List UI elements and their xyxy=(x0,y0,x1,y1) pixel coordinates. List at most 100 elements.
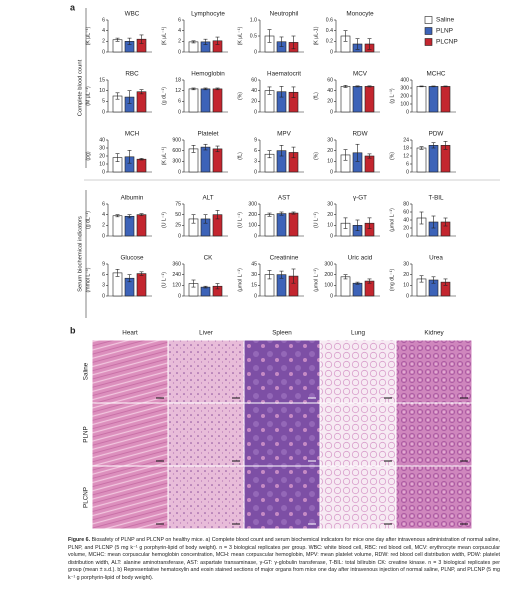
column-label: Spleen xyxy=(272,330,292,337)
histology-image xyxy=(244,340,320,403)
error-bar xyxy=(279,211,284,216)
y-tick-label: 0 xyxy=(254,293,257,299)
error-bar xyxy=(355,281,360,285)
error-bar xyxy=(127,90,132,104)
error-bar xyxy=(203,285,208,289)
y-tick-label: 0 xyxy=(178,49,181,55)
chart-title: MCV xyxy=(353,71,368,78)
y-axis-label: (μmol L⁻¹) xyxy=(237,268,243,292)
y-tick-label: 400 xyxy=(400,77,409,83)
bar xyxy=(188,88,199,113)
y-tick-label: 30 xyxy=(403,261,409,267)
error-bar xyxy=(139,271,144,276)
y-tick-label: 100 xyxy=(248,223,257,229)
y-tick-label: 10 xyxy=(327,159,333,165)
histology-image xyxy=(168,340,244,403)
y-tick-label: 40 xyxy=(327,88,333,94)
chart-title: ALT xyxy=(202,195,213,202)
bar xyxy=(136,91,147,113)
error-bar xyxy=(267,150,272,159)
y-tick-label: 10 xyxy=(99,88,105,94)
error-bar xyxy=(267,212,272,217)
y-tick-label: 200 xyxy=(248,212,257,218)
error-bar xyxy=(443,85,448,88)
error-bar xyxy=(139,158,144,161)
error-bar xyxy=(191,214,196,224)
y-tick-label: 0 xyxy=(178,293,181,299)
y-tick-label: 12 xyxy=(175,88,181,94)
chart-title: PDW xyxy=(429,131,444,138)
y-tick-label: 0 xyxy=(254,109,257,115)
error-bar xyxy=(367,278,372,284)
error-bar xyxy=(291,35,296,50)
error-bar xyxy=(443,141,448,150)
error-bar xyxy=(343,30,348,42)
error-bar xyxy=(191,145,196,153)
error-bar xyxy=(343,274,348,280)
error-bar xyxy=(355,143,360,162)
error-bar xyxy=(419,85,424,88)
histology-image xyxy=(396,466,472,529)
y-axis-label: (g dL⁻¹) xyxy=(85,211,91,229)
y-axis-label: (K μL⁻¹) xyxy=(161,146,167,165)
error-bar xyxy=(127,274,132,283)
y-tick-label: 0 xyxy=(178,169,181,175)
histology-image xyxy=(320,466,396,529)
error-bar xyxy=(139,34,144,44)
y-tick-label: 300 xyxy=(248,201,257,207)
y-tick-label: 0.6 xyxy=(326,17,333,23)
bar xyxy=(352,86,363,113)
y-axis-label: (M μL⁻¹) xyxy=(85,86,91,106)
error-bar xyxy=(267,29,272,43)
error-bar xyxy=(443,278,448,286)
bar xyxy=(212,148,223,173)
y-tick-label: 25 xyxy=(175,223,181,229)
chart-title: CK xyxy=(204,255,214,262)
bar xyxy=(200,286,211,297)
y-tick-label: 0 xyxy=(406,233,409,239)
error-bar xyxy=(431,276,436,284)
error-bar xyxy=(191,40,196,44)
y-tick-label: 0 xyxy=(406,109,409,115)
y-tick-label: 20 xyxy=(403,225,409,231)
error-bar xyxy=(367,153,372,159)
chart-title: Platelet xyxy=(197,131,218,138)
bar xyxy=(340,86,351,113)
y-tick-label: 0 xyxy=(254,233,257,239)
caption: Figure 6. Biosafety of PLNP and PLCNP on… xyxy=(68,537,500,583)
y-tick-label: 24 xyxy=(403,137,409,143)
y-tick-label: 200 xyxy=(324,272,333,278)
y-tick-label: 0 xyxy=(178,233,181,239)
error-bar xyxy=(203,214,208,224)
chart-title: Albumin xyxy=(121,195,144,202)
y-tick-label: 120 xyxy=(172,283,181,289)
y-axis-label: (K μL⁻¹) xyxy=(237,26,243,45)
error-bar xyxy=(419,146,424,150)
y-axis-label: (U L⁻¹) xyxy=(237,212,243,228)
y-tick-label: 0 xyxy=(406,169,409,175)
y-axis-label: (mmol L⁻¹) xyxy=(85,267,91,292)
error-bar xyxy=(279,145,284,157)
error-bar xyxy=(191,279,196,288)
y-axis-label: (%) xyxy=(237,92,243,100)
y-tick-label: 18 xyxy=(175,77,181,83)
error-bar xyxy=(355,219,360,231)
bar xyxy=(136,158,147,173)
y-axis-label: (fL) xyxy=(313,92,319,100)
chart-title: Hemoglobin xyxy=(191,71,225,78)
error-bar xyxy=(291,211,296,215)
panel-label: b xyxy=(70,325,76,335)
y-tick-label: 50 xyxy=(175,212,181,218)
chart-title: MCH xyxy=(125,131,140,138)
y-tick-label: 10 xyxy=(403,283,409,289)
y-tick-label: 15 xyxy=(251,283,257,289)
error-bar xyxy=(367,217,372,229)
error-bar xyxy=(215,283,220,290)
error-bar xyxy=(115,269,120,277)
error-bar xyxy=(215,87,220,91)
chart-title: Neutrophil xyxy=(270,11,299,18)
y-tick-label: 40 xyxy=(403,217,409,223)
y-tick-label: 0 xyxy=(102,169,105,175)
y-tick-label: 75 xyxy=(175,201,181,207)
